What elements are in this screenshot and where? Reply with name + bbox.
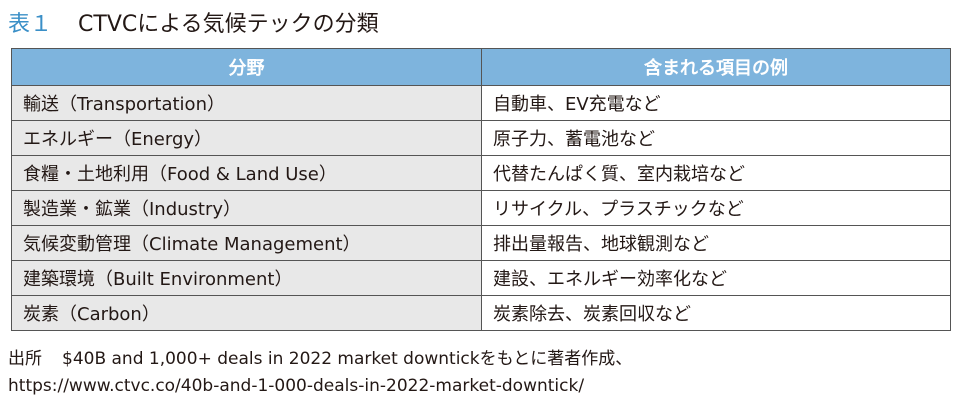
table-row: 輸送（Transportation） 自動車、EV充電など [11, 85, 951, 121]
examples-cell: 自動車、EV充電など [481, 85, 951, 121]
header-examples: 含まれる項目の例 [481, 48, 951, 86]
source-url: https://www.ctvc.co/40b-and-1-000-deals-… [8, 376, 585, 396]
table-row: 炭素（Carbon） 炭素除去、炭素回収など [11, 295, 951, 331]
category-cell: 炭素（Carbon） [11, 295, 482, 331]
table-title: CTVCによる気候テックの分類 [78, 12, 379, 37]
category-cell: 気候変動管理（Climate Management） [11, 225, 482, 261]
table-row: エネルギー（Energy） 原子力、蓄電池など [11, 120, 951, 156]
examples-cell: 排出量報告、地球観測など [481, 225, 951, 261]
table-header-row: 分野 含まれる項目の例 [11, 48, 951, 86]
source-reference: $40B and 1,000+ deals in 2022 market dow… [62, 349, 633, 369]
table-number: 表１ [8, 12, 53, 37]
category-cell: 建築環境（Built Environment） [11, 260, 482, 296]
source-label: 出所 [8, 349, 42, 369]
source-note: 出所 $40B and 1,000+ deals in 2022 market d… [8, 346, 632, 400]
examples-cell: リサイクル、プラスチックなど [481, 190, 951, 226]
table-caption: 表１ CTVCによる気候テックの分類 [8, 6, 379, 38]
table-row: 食糧・土地利用（Food & Land Use） 代替たんぱく質、室内栽培など [11, 155, 951, 191]
examples-cell: 原子力、蓄電池など [481, 120, 951, 156]
category-cell: エネルギー（Energy） [11, 120, 482, 156]
header-category: 分野 [11, 48, 482, 86]
examples-cell: 炭素除去、炭素回収など [481, 295, 951, 331]
examples-cell: 代替たんぱく質、室内栽培など [481, 155, 951, 191]
climate-tech-table: 分野 含まれる項目の例 輸送（Transportation） 自動車、EV充電な… [11, 48, 951, 331]
source-line-1: 出所 $40B and 1,000+ deals in 2022 market d… [8, 346, 632, 373]
category-cell: 食糧・土地利用（Food & Land Use） [11, 155, 482, 191]
table-row: 建築環境（Built Environment） 建設、エネルギー効率化など [11, 260, 951, 296]
examples-cell: 建設、エネルギー効率化など [481, 260, 951, 296]
table-row: 気候変動管理（Climate Management） 排出量報告、地球観測など [11, 225, 951, 261]
category-cell: 製造業・鉱業（Industry） [11, 190, 482, 226]
table-row: 製造業・鉱業（Industry） リサイクル、プラスチックなど [11, 190, 951, 226]
category-cell: 輸送（Transportation） [11, 85, 482, 121]
